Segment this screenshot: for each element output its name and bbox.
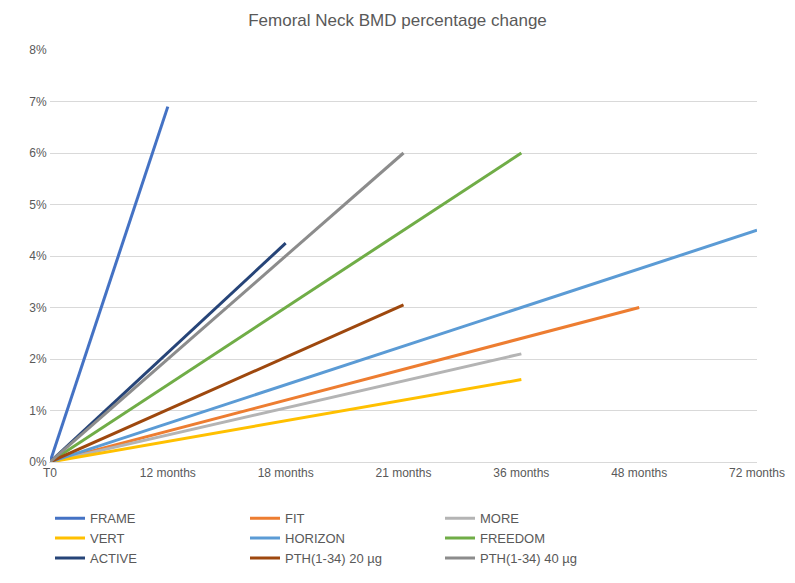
svg-text:7%: 7% <box>29 95 47 109</box>
svg-text:FRAME: FRAME <box>90 511 136 526</box>
svg-text:12 months: 12 months <box>140 466 196 480</box>
svg-text:PTH(1-34) 40 µg: PTH(1-34) 40 µg <box>480 551 577 566</box>
svg-text:8%: 8% <box>29 43 47 57</box>
svg-text:FIT: FIT <box>285 511 305 526</box>
svg-text:5%: 5% <box>29 198 47 212</box>
svg-text:0%: 0% <box>29 455 47 469</box>
svg-text:Femoral Neck BMD percentage ch: Femoral Neck BMD percentage change <box>248 11 547 30</box>
svg-text:4%: 4% <box>29 249 47 263</box>
svg-text:ACTIVE: ACTIVE <box>90 551 137 566</box>
svg-text:72 months: 72 months <box>729 466 785 480</box>
svg-text:21 months: 21 months <box>375 466 431 480</box>
svg-text:36 months: 36 months <box>493 466 549 480</box>
svg-text:FREEDOM: FREEDOM <box>480 531 545 546</box>
svg-text:T0: T0 <box>43 466 57 480</box>
svg-text:48 months: 48 months <box>611 466 667 480</box>
svg-text:6%: 6% <box>29 146 47 160</box>
svg-text:3%: 3% <box>29 301 47 315</box>
svg-text:2%: 2% <box>29 352 47 366</box>
svg-text:PTH(1-34) 20 µg: PTH(1-34) 20 µg <box>285 551 382 566</box>
svg-text:HORIZON: HORIZON <box>285 531 345 546</box>
svg-text:VERT: VERT <box>90 531 124 546</box>
svg-text:1%: 1% <box>29 404 47 418</box>
svg-text:18 months: 18 months <box>258 466 314 480</box>
svg-text:MORE: MORE <box>480 511 519 526</box>
